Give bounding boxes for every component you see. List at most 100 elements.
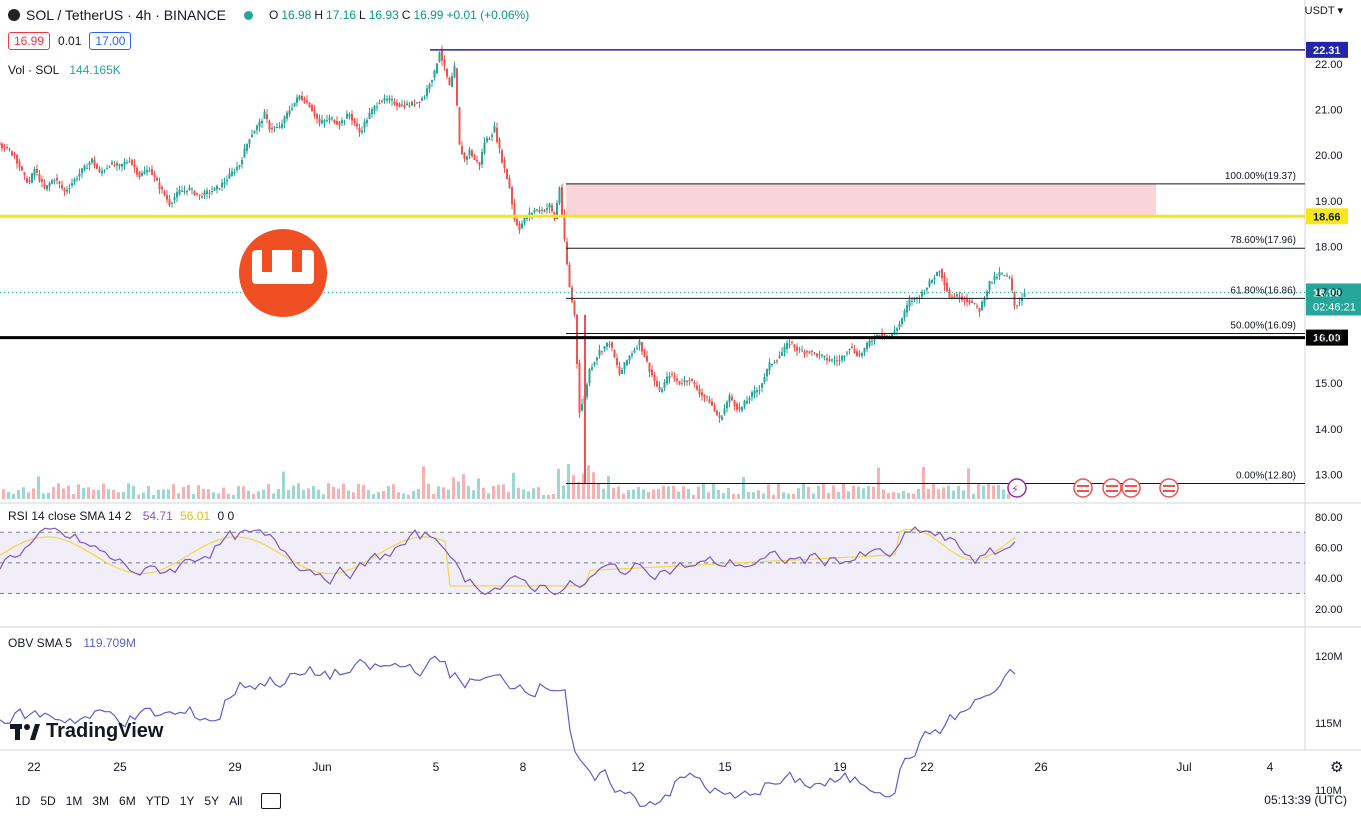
candle-body — [508, 178, 511, 188]
candle-body — [98, 168, 101, 172]
candle-body — [633, 350, 636, 353]
candle-body — [416, 102, 418, 104]
volume-bar — [357, 484, 360, 499]
currency-selector[interactable]: USDT ▾ — [1305, 4, 1343, 17]
candle-body — [766, 369, 768, 377]
candle-body — [153, 173, 156, 177]
candle-body — [891, 333, 893, 338]
candle-body — [746, 400, 748, 404]
candle-body — [491, 134, 493, 137]
candle-body — [133, 163, 136, 168]
volume-bar — [162, 489, 165, 499]
candle-body — [448, 77, 451, 86]
volume-bar — [177, 493, 180, 499]
volume-bar — [532, 488, 535, 499]
candle-body — [641, 342, 643, 352]
volume-bar — [767, 484, 770, 499]
candle-body — [503, 159, 506, 169]
volume-bar — [187, 485, 190, 499]
symbol-title[interactable]: SOL / TetherUS · 4h · BINANCE — [26, 7, 226, 23]
volume-bar — [922, 466, 925, 499]
candle-body — [356, 123, 358, 127]
price-tick-label: 14.00 — [1315, 424, 1343, 436]
candle-body — [678, 380, 681, 385]
volume-bar — [992, 485, 995, 499]
range-1m[interactable]: 1M — [65, 794, 83, 808]
candle-body — [981, 301, 983, 311]
candle-body — [226, 179, 228, 182]
obv-tick-label: 115M — [1315, 718, 1342, 730]
candle-body — [456, 68, 458, 106]
candle-body — [723, 408, 726, 414]
candle-body — [246, 143, 248, 151]
change-value: +0.01 (+0.06%) — [446, 8, 530, 22]
candle-body — [821, 354, 823, 356]
volume-bar — [872, 486, 875, 499]
candle-body — [581, 403, 583, 411]
candle-body — [38, 174, 41, 182]
candle-body — [856, 351, 858, 357]
time-tick-label: Jul — [1176, 760, 1191, 774]
range-1d[interactable]: 1D — [15, 794, 31, 808]
volume-bar — [912, 493, 915, 499]
gear-icon[interactable]: ⚙ — [1330, 759, 1344, 776]
candle-body — [143, 171, 146, 175]
volume-bar — [657, 489, 660, 499]
candle-body — [208, 192, 211, 194]
volume-bar — [112, 489, 115, 499]
utc-clock[interactable]: 05:13:39 (UTC) — [1264, 793, 1347, 807]
range-ytd[interactable]: YTD — [145, 794, 170, 808]
candle-body — [363, 121, 366, 128]
candle-body — [926, 287, 928, 290]
range-1y[interactable]: 1Y — [179, 794, 195, 808]
range-5y[interactable]: 5Y — [204, 794, 220, 808]
range-6m[interactable]: 6M — [119, 794, 136, 808]
range-3m[interactable]: 3M — [92, 794, 110, 808]
volume-bar — [282, 471, 285, 499]
buy-button[interactable]: 17.00 — [89, 32, 132, 50]
range-all[interactable]: All — [229, 794, 243, 808]
candle-body — [333, 119, 336, 124]
volume-bar — [392, 484, 395, 499]
candle-body — [48, 183, 51, 187]
candle-body — [733, 400, 736, 406]
candle-body — [276, 126, 278, 128]
low-label: L — [359, 8, 366, 22]
volume-bar — [302, 489, 305, 499]
candle-body — [973, 303, 976, 305]
candle-body — [28, 180, 31, 183]
range-5d[interactable]: 5D — [40, 794, 56, 808]
lightning-icon — [1007, 478, 1027, 498]
volume-bar — [732, 493, 735, 499]
close-value: 16.99 — [413, 8, 444, 22]
candle-body — [638, 340, 641, 346]
calendar-icon[interactable] — [261, 793, 282, 809]
volume-bar — [372, 493, 375, 499]
candle-body — [636, 348, 638, 350]
volume-bar — [537, 487, 540, 499]
candle-body — [586, 384, 588, 397]
volume-bar — [337, 488, 340, 499]
volume-bar — [472, 490, 475, 499]
candle-body — [288, 110, 291, 115]
sell-button[interactable]: 16.99 — [8, 32, 51, 50]
volume-bar — [737, 493, 740, 499]
rsi-line — [0, 526, 1016, 596]
volume-bar — [202, 489, 205, 499]
candle-body — [538, 209, 541, 212]
candle-body — [106, 167, 108, 169]
candle-body — [193, 191, 196, 196]
candle-body — [971, 301, 973, 303]
volume-bar — [962, 490, 965, 499]
candle-body — [311, 105, 313, 112]
price-tag-bg — [1306, 41, 1348, 58]
candle-body — [426, 88, 428, 96]
candle-body — [76, 178, 78, 180]
candle-body — [933, 277, 936, 280]
candle-body — [493, 125, 496, 133]
volume-bar — [492, 485, 495, 499]
candle-body — [718, 415, 721, 418]
volume-bar — [127, 483, 130, 499]
candle-body — [778, 356, 781, 359]
